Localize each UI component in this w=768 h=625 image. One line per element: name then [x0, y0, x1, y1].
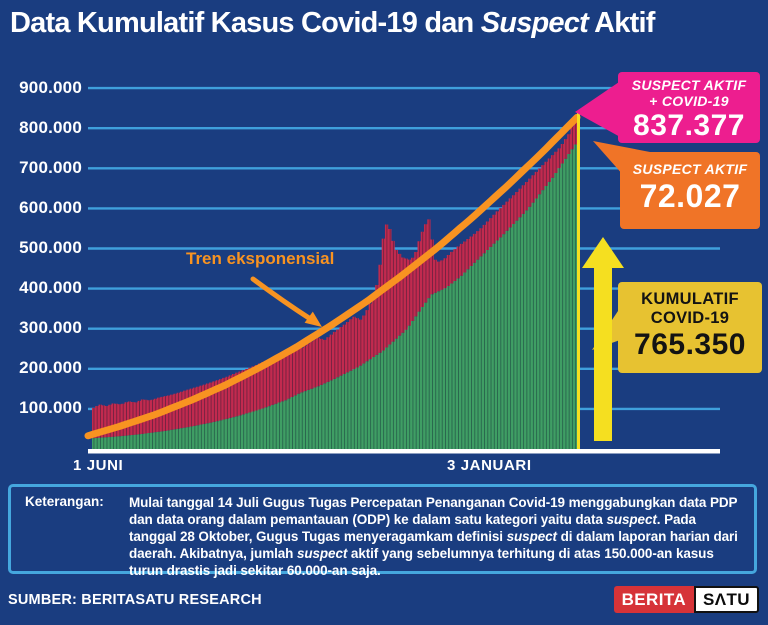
- callout-total-value: 837.377: [633, 109, 745, 142]
- callout-suspect-line1: SUSPECT AKTIF: [632, 161, 748, 177]
- end-marker-line: [577, 112, 580, 449]
- y-tick-600000: 600.000: [19, 198, 82, 217]
- callout-kumulatif-covid: KUMULATIF COVID-19 765.350: [618, 282, 762, 373]
- note-body: Mulai tanggal 14 Juli Gugus Tugas Percep…: [129, 495, 738, 578]
- callout-suspect-plus-covid: SUSPECT AKTIF + COVID-19 837.377: [618, 72, 760, 143]
- callout-kumulatif-line1: KUMULATIF: [641, 290, 739, 308]
- trend-annotation-label: Tren eksponensial: [186, 249, 335, 268]
- x-label-start: 1 JUNI: [73, 457, 124, 474]
- callout-kumulatif-value: 765.350: [634, 328, 746, 361]
- trend-line: [84, 113, 581, 440]
- logo-berita-segment: BERITA: [613, 586, 695, 613]
- x-axis-line: [88, 449, 720, 454]
- callout-suspect-value: 72.027: [639, 178, 741, 214]
- logo-satu-segment: SΛTU: [694, 586, 759, 613]
- callout-kumulatif-line2: COVID-19: [650, 309, 730, 327]
- callout-total-line1: SUSPECT AKTIF: [631, 77, 747, 93]
- y-tick-100000: 100.000: [19, 398, 82, 417]
- y-tick-500000: 500.000: [19, 238, 82, 257]
- y-tick-300000: 300.000: [19, 318, 82, 337]
- callout-suspect-aktif: SUSPECT AKTIF 72.027: [620, 152, 760, 229]
- note-box: Keterangan: Mulai tanggal 14 Juli Gugus …: [8, 484, 757, 578]
- source-credit: SUMBER: BERITASATU RESEARCH: [8, 592, 262, 608]
- y-tick-700000: 700.000: [19, 158, 82, 177]
- title-pre: Data Kumulatif Kasus Covid-19 dan: [10, 7, 481, 39]
- callout-total-line2: + COVID-19: [649, 93, 729, 109]
- y-tick-200000: 200.000: [19, 358, 82, 377]
- title-post: Aktif: [587, 7, 655, 39]
- beritasatu-logo: BERITA SΛTU: [613, 586, 759, 613]
- y-tick-900000: 900.000: [19, 78, 82, 97]
- trend-annotation-arrow: [250, 276, 322, 327]
- bar-gap-texture: [92, 117, 577, 449]
- note-label: Keterangan:: [25, 494, 104, 509]
- page-title: Data Kumulatif Kasus Covid-19 dan Suspec…: [10, 7, 762, 40]
- title-italic: Suspect: [480, 7, 589, 39]
- y-tick-800000: 800.000: [19, 118, 82, 137]
- y-tick-400000: 400.000: [19, 278, 82, 297]
- big-up-arrow: [582, 237, 624, 441]
- x-label-end: 3 JANUARI: [447, 457, 532, 474]
